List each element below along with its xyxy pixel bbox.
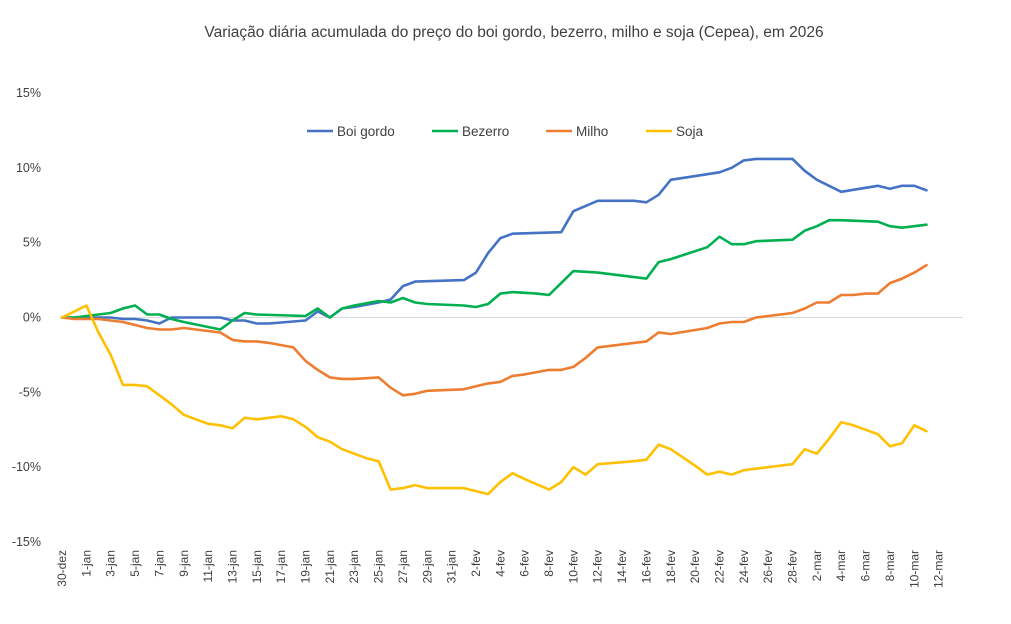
series-lines [60,157,928,496]
x-tick-label: 12-fev [591,550,605,583]
y-tick-label: 0% [23,311,41,325]
series-line-soja [60,304,928,496]
x-tick-label: 24-fev [737,550,751,583]
y-tick-label: -10% [12,460,41,474]
x-tick-label: 21-jan [323,550,337,583]
legend-label: Boi gordo [337,124,395,139]
x-tick-label: 4-fev [493,550,507,577]
x-tick-label: 20-fev [688,550,702,583]
x-tick-label: 27-jan [396,550,410,583]
y-tick-label: 15% [16,86,41,100]
x-tick-label: 23-jan [347,550,361,583]
x-tick-label: 16-fev [639,550,653,583]
series-line-milho [60,263,928,397]
x-tick-label: 1-jan [79,550,93,577]
x-tick-label: 4-mar [834,550,848,581]
x-tick-label: 9-jan [177,550,191,577]
x-tick-label: 26-fev [761,550,775,583]
x-tick-label: 2-mar [810,550,824,581]
series-line-boi-gordo [60,157,928,325]
x-tick-label: 2-fev [469,550,483,577]
x-tick-label: 7-jan [152,550,166,577]
x-tick-label: 29-jan [420,550,434,583]
x-tick-label: 31-jan [445,550,459,583]
x-tick-label: 18-fev [664,550,678,583]
legend-label: Soja [676,124,704,139]
x-tick-label: 14-fev [615,550,629,583]
legend-label: Milho [576,124,608,139]
x-tick-label: 10-fev [566,550,580,583]
y-tick-label: 5% [23,236,41,250]
x-tick-label: 3-jan [104,550,118,577]
x-tick-label: 30-dez [55,550,69,587]
x-tick-label: 10-mar [907,550,921,588]
x-tick-label: 17-jan [274,550,288,583]
legend-label: Bezerro [462,124,509,139]
y-axis-ticks: 15% 10% 5% 0% -5% -10% -15% [12,86,41,549]
x-tick-label: 12-mar [932,550,946,588]
x-tick-label: 5-jan [128,550,142,577]
y-tick-label: 10% [16,161,41,175]
y-tick-label: -5% [19,385,41,399]
chart-title: Variação diária acumulada do preço do bo… [204,24,823,41]
x-axis-ticks: 30-dez 1-jan 3-jan 5-jan 7-jan 9-jan 11-jan 13-… [55,550,946,588]
x-tick-label: 13-jan [225,550,239,583]
x-tick-label: 11-jan [201,550,215,582]
x-tick-label: 28-fev [786,550,800,583]
legend: Boi gordo Bezerro Milho Soja [307,124,704,139]
x-tick-label: 8-fev [542,550,556,577]
x-tick-label: 15-jan [250,550,264,583]
y-tick-label: -15% [12,535,41,549]
x-tick-label: 6-fev [518,550,532,577]
x-tick-label: 6-mar [859,550,873,581]
x-tick-label: 22-fev [712,550,726,583]
series-line-bezerro [60,218,928,331]
x-tick-label: 19-jan [299,550,313,583]
x-tick-label: 25-jan [372,550,386,583]
x-tick-label: 8-mar [883,550,897,581]
